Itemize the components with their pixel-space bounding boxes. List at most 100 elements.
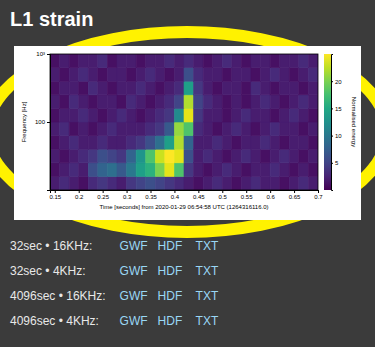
download-link[interactable]: GWF — [120, 314, 148, 328]
heatmap-cell — [107, 163, 117, 177]
heatmap-cell — [251, 108, 261, 122]
heatmap-cell — [50, 68, 60, 82]
download-link[interactable]: HDF — [158, 264, 183, 278]
heatmap-cell — [203, 81, 213, 95]
heatmap-cell — [289, 122, 299, 136]
x-axis-tick: 0.55 — [241, 190, 253, 200]
heatmap-cell — [146, 108, 156, 122]
heatmap-cell — [165, 122, 175, 136]
x-axis-tick-mark — [294, 190, 295, 193]
heatmap-cell — [117, 108, 127, 122]
heatmap-cell — [146, 136, 156, 150]
x-axis-tick-label: 0.7 — [314, 194, 323, 200]
heatmap-cell — [79, 122, 89, 136]
heatmap-cell — [107, 108, 117, 122]
heatmap-cell — [222, 81, 232, 95]
x-axis-tick-label: 0.25 — [97, 194, 109, 200]
heatmap-cell — [98, 149, 108, 163]
heatmap-cell — [155, 95, 165, 109]
heatmap-cell — [270, 149, 280, 163]
x-axis-tick-mark — [270, 190, 271, 193]
download-link[interactable]: GWF — [120, 264, 148, 278]
heatmap-cell — [232, 95, 242, 109]
heatmap-cell — [174, 149, 184, 163]
heatmap-cell — [241, 81, 251, 95]
heatmap-cell — [308, 176, 318, 190]
download-link[interactable]: GWF — [120, 239, 148, 253]
download-link[interactable]: TXT — [196, 239, 219, 253]
heatmap-cell — [270, 95, 280, 109]
heatmap-cell — [232, 81, 242, 95]
heatmap-cell — [184, 95, 194, 109]
colorbar-axis-tick-mark — [331, 163, 333, 164]
heatmap-cell — [136, 136, 146, 150]
download-link[interactable]: HDF — [158, 239, 183, 253]
heatmap-cell — [232, 149, 242, 163]
heatmap-cell — [261, 68, 271, 82]
heatmap-cell — [165, 108, 175, 122]
heatmap-cell — [117, 176, 127, 190]
colorbar-title: Normalised energy — [351, 97, 357, 147]
x-axis-tick: 0.3 — [123, 190, 132, 200]
heatmap-cell — [289, 95, 299, 109]
heatmap-cell — [194, 81, 204, 95]
heatmap-cell — [289, 176, 299, 190]
download-link[interactable]: GWF — [120, 289, 148, 303]
download-link[interactable]: TXT — [196, 314, 219, 328]
heatmap-cell — [69, 95, 79, 109]
heatmap-cell — [241, 163, 251, 177]
heatmap-cell — [50, 176, 60, 190]
heatmap-cell — [184, 176, 194, 190]
heatmap-cell — [203, 163, 213, 177]
heatmap-cell — [50, 95, 60, 109]
colorbar-axis-tick-mark — [331, 136, 333, 137]
heatmap-cell — [194, 54, 204, 68]
heatmap-cell — [165, 54, 175, 68]
heatmap-cell — [213, 176, 223, 190]
download-link[interactable]: TXT — [196, 289, 219, 303]
x-axis-tick: 0.15 — [49, 190, 61, 200]
heatmap-cell — [299, 136, 309, 150]
heatmap-cell — [213, 68, 223, 82]
colorbar-axis-tick: 5 — [331, 160, 339, 166]
heatmap-cell — [213, 122, 223, 136]
x-axis-tick-mark — [79, 190, 80, 193]
heatmap-cell — [79, 108, 89, 122]
heatmap-cell — [88, 122, 98, 136]
download-row-label: 4096sec • 16KHz: — [10, 289, 106, 303]
heatmap-cell — [107, 54, 117, 68]
heatmap-cell — [270, 163, 280, 177]
heatmap-cell — [222, 54, 232, 68]
heatmap-cell — [98, 95, 108, 109]
heatmap-cell — [98, 176, 108, 190]
heatmap-cell — [241, 68, 251, 82]
heatmap-cell — [155, 81, 165, 95]
x-axis-tick-mark — [103, 190, 104, 193]
heatmap-cell — [98, 136, 108, 150]
heatmap-cell — [155, 136, 165, 150]
heatmap-cell — [280, 108, 290, 122]
heatmap-cell — [50, 81, 60, 95]
slide: L1 strain0.150.20.250.30.350.40.450.50.5… — [0, 0, 375, 347]
heatmap-cell — [213, 95, 223, 109]
download-link[interactable]: HDF — [158, 314, 183, 328]
x-axis-line — [51, 191, 319, 194]
heatmap-cell — [155, 122, 165, 136]
heatmap-cell — [155, 163, 165, 177]
colorbar-axis-tick: 10 — [331, 133, 342, 139]
heatmap-cell — [127, 136, 137, 150]
heatmap-cell — [107, 68, 117, 82]
heatmap-cell — [146, 122, 156, 136]
heatmap-cell — [88, 81, 98, 95]
heatmap-cell — [60, 95, 70, 109]
figure-panel — [14, 46, 361, 220]
heatmap-cell — [261, 149, 271, 163]
heatmap-cell — [79, 163, 89, 177]
x-axis-tick-label: 0.4 — [171, 194, 180, 200]
heatmap-cell — [308, 108, 318, 122]
download-link[interactable]: TXT — [196, 264, 219, 278]
heatmap-cell — [261, 95, 271, 109]
colorbar-axis-tick-label: 10 — [335, 133, 342, 139]
heatmap-cell — [117, 81, 127, 95]
download-link[interactable]: HDF — [158, 289, 183, 303]
